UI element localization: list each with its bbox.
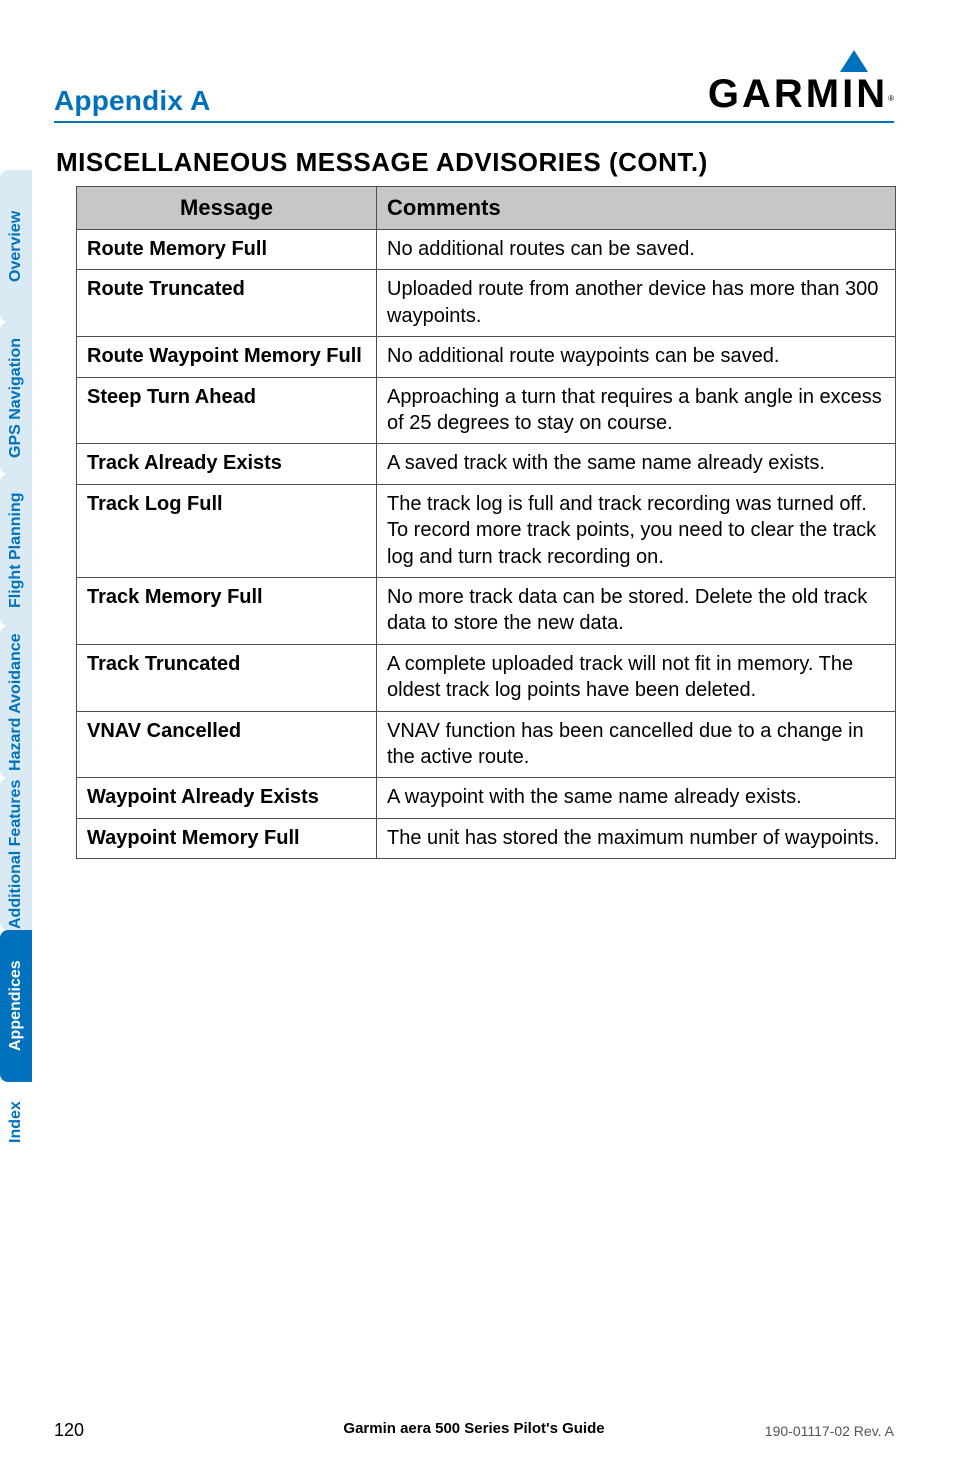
table-row: Track Log FullThe track log is full and …	[77, 484, 896, 577]
table-row: Waypoint Already ExistsA waypoint with t…	[77, 778, 896, 818]
msg-cell: Waypoint Already Exists	[77, 778, 377, 818]
page-number: 120	[54, 1420, 84, 1441]
guide-title: Garmin aera 500 Series Pilot's Guide	[343, 1420, 604, 1437]
cmt-cell: No additional routes can be saved.	[377, 230, 896, 270]
cmt-cell: A saved track with the same name already…	[377, 444, 896, 484]
section-title: MISCELLANEOUS MESSAGE ADVISORIES (CONT.)	[56, 147, 894, 178]
msg-cell: Track Already Exists	[77, 444, 377, 484]
cmt-cell: VNAV function has been cancelled due to …	[377, 711, 896, 778]
table-row: Track Already ExistsA saved track with t…	[77, 444, 896, 484]
cmt-cell: The track log is full and track recordin…	[377, 484, 896, 577]
cmt-cell: A complete uploaded track will not fit i…	[377, 644, 896, 711]
msg-cell: Route Truncated	[77, 270, 377, 337]
cmt-cell: No more track data can be stored. Delete…	[377, 577, 896, 644]
table-row: Track Memory FullNo more track data can …	[77, 577, 896, 644]
appendix-title: Appendix A	[54, 85, 211, 117]
side-nav: Overview GPS Navigation Flight Planning …	[0, 170, 32, 1162]
msg-cell: Route Memory Full	[77, 230, 377, 270]
table-row: Waypoint Memory FullThe unit has stored …	[77, 818, 896, 858]
msg-cell: Track Truncated	[77, 644, 377, 711]
brand-logo: GARMIN®	[708, 50, 894, 117]
header-rule	[54, 121, 894, 123]
msg-cell: Track Log Full	[77, 484, 377, 577]
table-row: Route TruncatedUploaded route from anoth…	[77, 270, 896, 337]
brand-registered-icon: ®	[888, 94, 894, 103]
cmt-cell: Uploaded route from another device has m…	[377, 270, 896, 337]
msg-cell: Steep Turn Ahead	[77, 377, 377, 444]
cmt-cell: A waypoint with the same name already ex…	[377, 778, 896, 818]
tab-index[interactable]: Index	[0, 1082, 32, 1162]
garmin-delta-icon	[840, 50, 868, 72]
table-row: Track TruncatedA complete uploaded track…	[77, 644, 896, 711]
cmt-cell: The unit has stored the maximum number o…	[377, 818, 896, 858]
table-row: Route Memory FullNo additional routes ca…	[77, 230, 896, 270]
col-header-message: Message	[77, 187, 377, 230]
page-footer: 120 Garmin aera 500 Series Pilot's Guide…	[54, 1420, 894, 1441]
msg-cell: VNAV Cancelled	[77, 711, 377, 778]
tab-hazard-avoidance[interactable]: Hazard Avoidance	[0, 626, 32, 778]
tab-overview[interactable]: Overview	[0, 170, 32, 322]
tab-additional-features[interactable]: Additional Features	[0, 778, 32, 930]
revision-code: 190-01117-02 Rev. A	[765, 1423, 894, 1439]
tab-appendices[interactable]: Appendices	[0, 930, 32, 1082]
table-row: Route Waypoint Memory FullNo additional …	[77, 337, 896, 377]
table-row: VNAV CancelledVNAV function has been can…	[77, 711, 896, 778]
msg-cell: Route Waypoint Memory Full	[77, 337, 377, 377]
brand-wordmark: GARMIN	[708, 72, 888, 116]
msg-cell: Track Memory Full	[77, 577, 377, 644]
cmt-cell: Approaching a turn that requires a bank …	[377, 377, 896, 444]
tab-flight-planning[interactable]: Flight Planning	[0, 474, 32, 626]
table-row: Steep Turn AheadApproaching a turn that …	[77, 377, 896, 444]
cmt-cell: No additional route waypoints can be sav…	[377, 337, 896, 377]
tab-gps-navigation[interactable]: GPS Navigation	[0, 322, 32, 474]
col-header-comments: Comments	[377, 187, 896, 230]
advisories-table: Message Comments Route Memory FullNo add…	[76, 186, 896, 859]
msg-cell: Waypoint Memory Full	[77, 818, 377, 858]
